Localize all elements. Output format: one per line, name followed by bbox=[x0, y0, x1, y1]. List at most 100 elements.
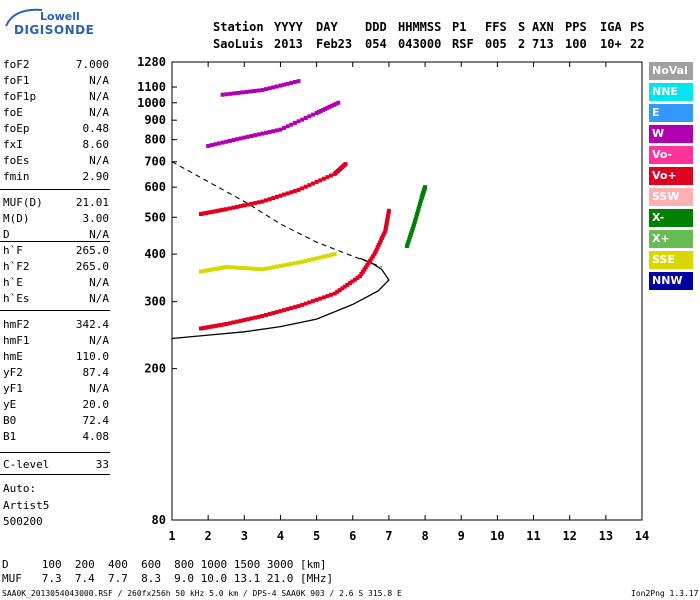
trace-point bbox=[311, 181, 315, 186]
logo-line2: DIGISONDE bbox=[14, 23, 95, 37]
trace-point bbox=[307, 300, 312, 305]
trace-point bbox=[418, 201, 423, 206]
trace-point bbox=[238, 318, 243, 323]
trace-point bbox=[335, 289, 340, 294]
param-label: foF1p bbox=[3, 90, 37, 103]
legend-item: Vo- bbox=[649, 146, 693, 164]
legend-item: W bbox=[649, 125, 693, 143]
trace-point bbox=[385, 216, 390, 221]
trace-point bbox=[321, 295, 326, 300]
y-tick-label: 400 bbox=[144, 247, 166, 261]
trace-point bbox=[314, 256, 319, 261]
header-row2-cell: Feb23 bbox=[316, 37, 353, 51]
footer-info: SAA0K_2013054043000.RSF / 260fx256h 50 k… bbox=[2, 589, 402, 598]
trace-point bbox=[242, 318, 247, 323]
trace-point bbox=[423, 185, 428, 190]
legend-item: X+ bbox=[649, 230, 693, 248]
trace-point bbox=[414, 214, 419, 219]
legend-item: SSW bbox=[649, 188, 693, 206]
trace-point bbox=[271, 129, 276, 134]
param-row: foF1p N/A bbox=[3, 90, 109, 104]
param-value: 2.90 bbox=[82, 170, 110, 183]
x-tick-label: 6 bbox=[349, 529, 356, 543]
trace-point bbox=[274, 264, 279, 269]
trace-point bbox=[211, 267, 216, 272]
trace-point bbox=[336, 100, 341, 105]
trace-point bbox=[358, 274, 362, 279]
param-label: hmF1 bbox=[3, 334, 30, 347]
trace-point bbox=[198, 212, 203, 217]
trace-point bbox=[271, 311, 276, 316]
trace-point bbox=[373, 249, 378, 254]
trace-point bbox=[405, 244, 409, 249]
trace-point bbox=[211, 324, 216, 329]
trace-point bbox=[220, 92, 225, 97]
param-value: 7.000 bbox=[75, 58, 109, 71]
header-row1-cell: HHMMSS bbox=[398, 20, 442, 34]
trace-point bbox=[201, 269, 206, 274]
header-row2-cell: 22 bbox=[630, 37, 645, 51]
trace-point bbox=[352, 277, 357, 282]
trace-point bbox=[278, 309, 283, 314]
header-row2-cell: SaoLuis bbox=[213, 37, 264, 51]
trace-point bbox=[325, 175, 330, 180]
auto-version: 500200 bbox=[3, 515, 43, 528]
trace-point bbox=[300, 302, 305, 307]
trace-point bbox=[385, 218, 390, 223]
trace-point bbox=[217, 141, 221, 146]
param-value: 0.48 bbox=[82, 122, 110, 135]
trace-point bbox=[327, 104, 332, 109]
param-row: foEs N/A bbox=[3, 154, 109, 168]
param-value: 33 bbox=[95, 458, 109, 471]
trace-point bbox=[206, 143, 211, 148]
trace-point bbox=[214, 323, 219, 328]
trace-point bbox=[303, 301, 308, 306]
x-tick-label: 8 bbox=[421, 529, 428, 543]
trace-point bbox=[408, 233, 413, 238]
trace-point bbox=[377, 240, 382, 245]
legend-item: NNE bbox=[649, 83, 693, 101]
param-label: D bbox=[3, 228, 10, 241]
trace-point bbox=[329, 173, 334, 178]
header-row1-cell: S bbox=[518, 20, 526, 34]
param-label: B0 bbox=[3, 414, 17, 427]
param-row: h`F2 265.0 bbox=[3, 260, 109, 274]
header-row2-cell: 2013 bbox=[274, 37, 303, 51]
trace-point bbox=[375, 245, 380, 250]
param-row: foF2 7.000 bbox=[3, 58, 109, 72]
trace-point bbox=[219, 322, 224, 327]
distance-row: D 100 200 400 600 800 1000 1500 3000 [km… bbox=[2, 558, 327, 571]
param-separator bbox=[0, 452, 110, 453]
trace-point bbox=[405, 241, 410, 246]
trace-point bbox=[252, 88, 257, 93]
trace-point bbox=[342, 284, 347, 289]
trace-point bbox=[409, 230, 414, 235]
trace-point bbox=[292, 189, 297, 194]
y-tick-label: 700 bbox=[144, 155, 166, 169]
param-separator bbox=[0, 189, 110, 190]
trace-point bbox=[209, 143, 214, 148]
param-row: foF1 N/A bbox=[3, 74, 109, 88]
trace-point bbox=[232, 91, 237, 96]
y-tick-label: 1280 bbox=[137, 55, 166, 69]
param-value: 4.08 bbox=[82, 430, 110, 443]
trace-point bbox=[245, 266, 250, 271]
trace-point bbox=[340, 286, 345, 291]
trace-point bbox=[318, 178, 323, 183]
trace-point bbox=[278, 127, 283, 132]
trace-point bbox=[260, 267, 265, 272]
param-row: yF2 87.4 bbox=[3, 366, 109, 380]
trace-point bbox=[369, 256, 374, 261]
trace-point bbox=[242, 203, 247, 208]
trace-point bbox=[227, 265, 232, 270]
param-label: B1 bbox=[3, 430, 17, 443]
trace-point bbox=[345, 282, 350, 287]
param-value: N/A bbox=[89, 74, 109, 87]
header-row1-cell: PS bbox=[630, 20, 645, 34]
param-label: h`E bbox=[3, 276, 23, 289]
param-value: 72.4 bbox=[82, 414, 110, 427]
trace-point bbox=[383, 229, 388, 234]
trace-point bbox=[292, 305, 297, 310]
trace-point bbox=[213, 142, 218, 147]
trace-point bbox=[235, 265, 240, 270]
